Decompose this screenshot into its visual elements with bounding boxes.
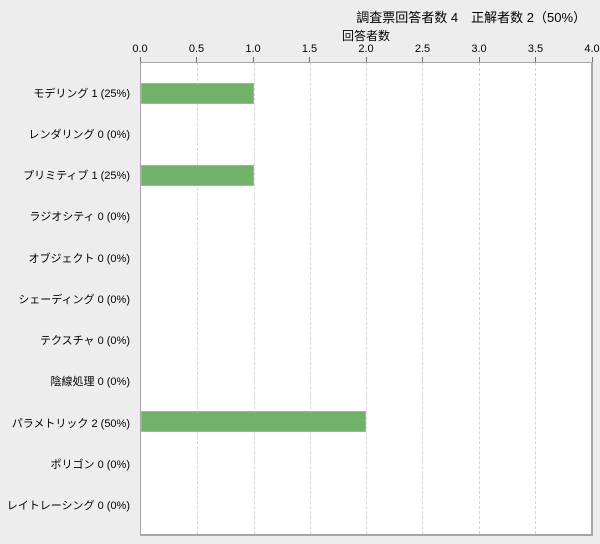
x-tick-mark <box>591 57 593 62</box>
x-tick-mark <box>196 57 197 62</box>
bar-row <box>141 401 591 442</box>
gridlines <box>141 63 591 534</box>
x-axis-title: 回答者数 <box>341 29 390 43</box>
bar-row <box>141 196 591 237</box>
bar-パラメトリック <box>141 411 366 432</box>
gridline <box>197 63 199 534</box>
category-label: ラジオシティ 0 (0%) <box>29 211 130 224</box>
y-axis-category-labels: モデリング 1 (25%) レンダリング 0 (0%) プリミティブ 1 (25%)… <box>0 62 130 536</box>
x-tick-label: 0.5 <box>188 43 205 55</box>
plot-area <box>140 62 593 536</box>
x-tick-mark <box>535 57 536 62</box>
category-label: ポリゴン 0 (0%) <box>50 459 130 472</box>
x-tick-mark <box>422 57 423 62</box>
category-label: パラメトリック 2 (50%) <box>11 417 130 430</box>
x-tick-mark <box>478 57 480 62</box>
bar-モデリング <box>141 83 254 104</box>
gridline <box>422 63 424 534</box>
x-tick-mark <box>252 57 254 62</box>
x-tick-label: 1.0 <box>245 43 261 55</box>
category-label: モデリング 1 (25%) <box>33 87 130 100</box>
bar-row <box>141 114 591 155</box>
bar-row <box>141 237 591 278</box>
category-label: シェーディング 0 (0%) <box>18 293 130 306</box>
bar-プリミティブ <box>141 165 254 186</box>
gridline <box>253 63 255 534</box>
bar-rows <box>141 63 591 534</box>
category-label: レンダリング 0 (0%) <box>28 128 130 141</box>
category-label: テクスチャ 0 (0%) <box>39 335 130 348</box>
bar-row <box>141 73 591 114</box>
chart-title: 調査票回答者数 4 正解者数 2（50%） <box>356 10 586 25</box>
category-label: オブジェクト 0 (0%) <box>28 252 130 265</box>
x-tick-label: 3.0 <box>471 43 487 55</box>
bar-row <box>141 483 591 524</box>
x-tick-label: 4.0 <box>584 43 600 55</box>
bar-row <box>141 278 591 319</box>
x-tick-label: 0.0 <box>132 43 148 55</box>
gridline <box>309 63 311 534</box>
gridline <box>534 63 536 534</box>
gridline <box>366 63 367 534</box>
bar-row <box>141 155 591 196</box>
x-axis-tick-labels: 0.0 0.5 1.0 1.5 2.0 2.5 3.0 3.5 4.0 <box>132 43 599 57</box>
x-tick-label: 1.5 <box>301 43 318 55</box>
x-axis-tick-marks <box>139 57 593 62</box>
bar-row <box>141 360 591 401</box>
x-tick-mark <box>309 57 310 62</box>
x-tick-mark <box>365 57 367 62</box>
bar-row <box>141 319 591 360</box>
x-tick-label: 2.0 <box>358 43 374 55</box>
x-tick-label: 3.5 <box>527 43 544 55</box>
x-tick-mark <box>139 57 141 62</box>
x-tick-label: 2.5 <box>414 43 431 55</box>
gridline <box>478 63 480 534</box>
category-label: 陰線処理 0 (0%) <box>50 376 130 389</box>
category-label: プリミティブ 1 (25%) <box>23 170 130 183</box>
category-label: レイトレーシング 0 (0%) <box>6 500 130 513</box>
bar-row <box>141 442 591 483</box>
